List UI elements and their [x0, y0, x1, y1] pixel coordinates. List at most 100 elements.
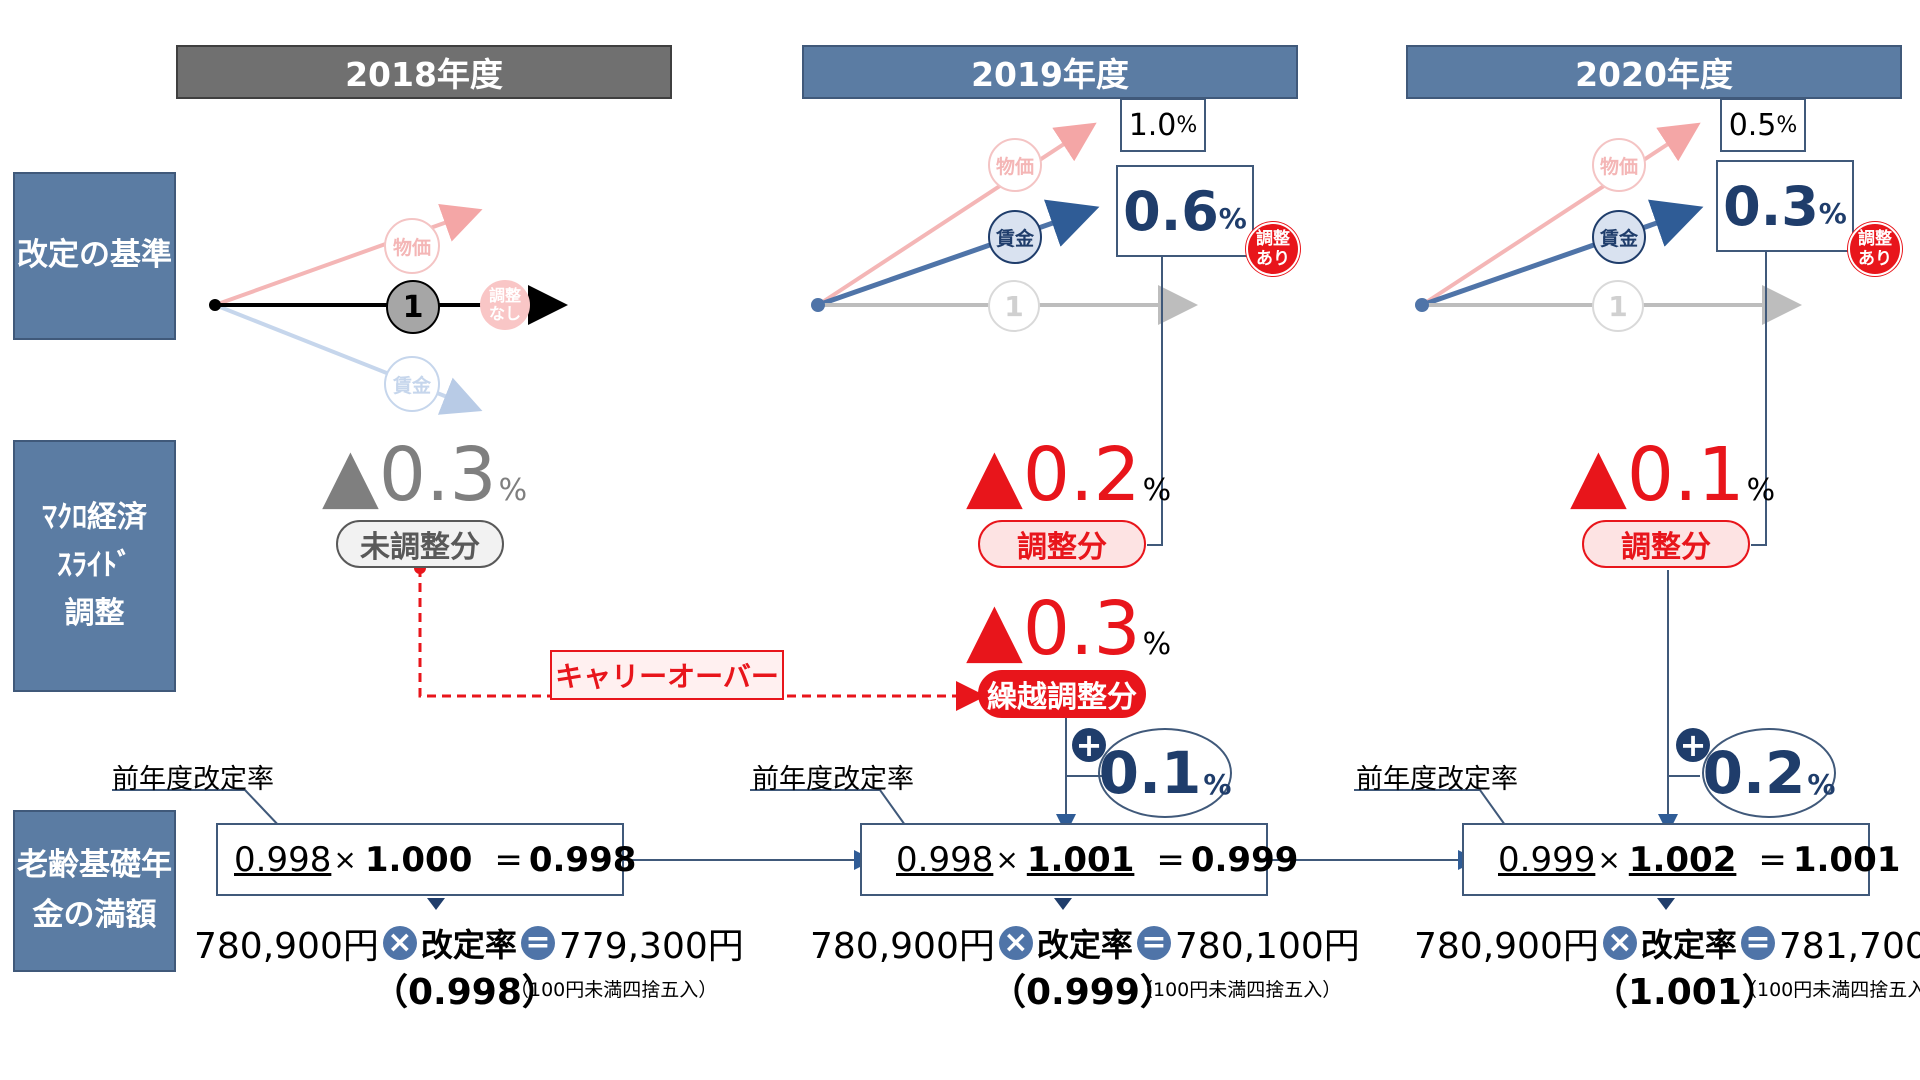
- wage-circle-2018: 賃金: [384, 356, 440, 412]
- wage-pct-unit-2020: %: [1818, 196, 1847, 230]
- row-label-macro-line2: ｽﾗｲﾄﾞ: [57, 548, 132, 583]
- times-2018: ×: [333, 843, 357, 876]
- row-label-macro-slide: ﾏｸﾛ経済 ｽﾗｲﾄﾞ 調整: [13, 440, 176, 692]
- rounding-note-2019: （100円未満四捨五入）: [1134, 979, 1342, 1001]
- slide-value-2019-unit: %: [1142, 473, 1172, 508]
- rate-value-2019: （0.999）: [990, 972, 1176, 1013]
- rate-value-2018: （0.998）: [372, 972, 558, 1013]
- net-rate-2020-unit: %: [1807, 767, 1836, 801]
- times-icon-2018: ×: [382, 926, 417, 960]
- rounding-note-2018: （100円未満四捨五入）: [510, 979, 718, 1001]
- one-circle-2020: 1: [1592, 280, 1644, 332]
- factor-2019: 1.001: [1026, 839, 1135, 880]
- price-pct-unit-2019: %: [1176, 112, 1198, 138]
- result-2019: 0.999: [1190, 839, 1299, 880]
- slide-value-2018-num: ▲0.3: [322, 432, 497, 518]
- result-2018: 0.998: [528, 839, 637, 880]
- wage-callout-2020: 0.3%: [1716, 160, 1854, 252]
- year-header-2018: 2018年度: [176, 45, 672, 99]
- unadjusted-pill-2018: 未調整分: [336, 520, 504, 568]
- prev-rate-label-2018: 前年度改定率: [112, 764, 274, 795]
- net-rate-ellipse-2019: 0.1%: [1098, 728, 1232, 818]
- adjust-badge-2020-line1: 調整: [1858, 229, 1892, 249]
- eq-2018: =: [494, 839, 523, 880]
- factor-2018: 1.000: [364, 839, 473, 880]
- wage-pct-2019: 0.6: [1123, 179, 1219, 243]
- base-amount-2020: 780,900円: [1414, 926, 1599, 967]
- wage-circle-2019: 賃金: [988, 210, 1042, 264]
- adjustment-pill-2019: 調整分: [978, 520, 1146, 568]
- net-rate-2019: 0.1: [1098, 739, 1202, 807]
- net-rate-ellipse-2020: 0.2%: [1702, 728, 1836, 818]
- row-label-pension-line2: 金の満額: [32, 897, 157, 933]
- row-label-macro-line3: 調整: [64, 596, 125, 631]
- one-circle-2018: 1: [386, 280, 440, 334]
- rate-value-2020: （1.001）: [1592, 972, 1778, 1013]
- prev-rate-2020: 0.999: [1498, 839, 1596, 880]
- math-box-2020: 0.999 × 1.002 = 1.001: [1462, 823, 1900, 896]
- math-box-2019: 0.998 × 1.001 = 0.999: [860, 823, 1298, 896]
- price-circle-2018: 物価: [384, 218, 440, 274]
- rate-label-2019: 改定率: [1036, 926, 1133, 964]
- wage-circle-2020: 賃金: [1592, 210, 1646, 264]
- row-label-pension-line1: 老齢基礎年: [17, 847, 172, 884]
- price-callout-2020: 0.5%: [1720, 98, 1806, 152]
- wage-callout-2019: 0.6%: [1116, 165, 1254, 257]
- rounding-note-2020: （100円未満四捨五入）: [1738, 979, 1920, 1001]
- amount-formula-2019: 780,900円 × 改定率 = 780,100円: [810, 917, 1360, 969]
- price-callout-2019: 1.0%: [1120, 98, 1206, 152]
- one-circle-2019: 1: [988, 280, 1040, 332]
- price-pct-2020: 0.5: [1728, 107, 1777, 143]
- factor-2020: 1.002: [1628, 839, 1737, 880]
- amount-formula-2018: 780,900円 × 改定率 = 779,300円: [194, 917, 744, 969]
- year-header-2019: 2019年度: [802, 45, 1298, 99]
- times-2019: ×: [995, 843, 1019, 876]
- row-label-macro-line1: ﾏｸﾛ経済: [42, 500, 147, 535]
- slide-value-2018: ▲0.3%: [322, 438, 527, 528]
- price-circle-2019: 物価: [988, 138, 1042, 192]
- price-circle-2020: 物価: [1592, 138, 1646, 192]
- wage-pct-unit-2019: %: [1218, 201, 1247, 235]
- net-rate-2019-unit: %: [1203, 767, 1232, 801]
- equals-icon-2019: =: [1136, 926, 1171, 960]
- math-box-2018: 0.998 × 1.000 = 0.998: [216, 823, 636, 896]
- adjust-badge-2020: 調整 あり: [1848, 222, 1902, 276]
- prev-rate-label-2019: 前年度改定率: [752, 764, 914, 795]
- rate-label-2018: 改定率: [420, 926, 517, 964]
- slide-value-2019: ▲0.2%: [966, 438, 1171, 528]
- amount-2019: 780,100円: [1174, 926, 1360, 967]
- slide-value-2018-unit: %: [498, 473, 528, 508]
- base-amount-2018: 780,900円: [194, 926, 379, 967]
- year-header-2020: 2020年度: [1406, 45, 1902, 99]
- times-icon-2019: ×: [998, 926, 1033, 960]
- carry-value-2019: ▲0.3%: [966, 592, 1171, 682]
- adjustment-pill-2020: 調整分: [1582, 520, 1750, 568]
- no-adjust-badge: 調整 なし: [480, 280, 530, 330]
- basis-diagram-2019: [811, 122, 1198, 834]
- net-rate-2020: 0.2: [1702, 739, 1806, 807]
- slide-value-2020-unit: %: [1746, 473, 1776, 508]
- equals-icon-2018: =: [520, 926, 555, 960]
- carryover-adjustment-pill-2019: 繰越調整分: [978, 670, 1146, 718]
- adjust-badge-2020-line2: あり: [1858, 249, 1892, 269]
- amount-formula-2020: 780,900円 × 改定率 = 781,700円: [1414, 917, 1920, 969]
- carryover-label: キャリーオーバー: [550, 650, 784, 700]
- slide-value-2020: ▲0.1%: [1570, 438, 1775, 528]
- equals-icon-2020: =: [1740, 926, 1775, 960]
- carry-value-2019-num: ▲0.3: [966, 586, 1141, 672]
- amount-2018: 779,300円: [558, 926, 744, 967]
- base-amount-2019: 780,900円: [810, 926, 995, 967]
- no-adjust-line1: 調整: [488, 286, 521, 305]
- row-label-revision-basis: 改定の基準: [13, 172, 176, 340]
- carry-value-2019-unit: %: [1142, 627, 1172, 662]
- no-adjust-line2: なし: [488, 304, 521, 323]
- plus-icon-2020: +: [1676, 728, 1710, 762]
- price-pct-unit-2020: %: [1776, 112, 1798, 138]
- adjust-badge-2019-line1: 調整: [1256, 229, 1290, 249]
- eq-2020: =: [1758, 839, 1787, 880]
- prev-rate-label-2020: 前年度改定率: [1356, 764, 1518, 795]
- slide-value-2019-num: ▲0.2: [966, 432, 1141, 518]
- slide-value-2020-num: ▲0.1: [1570, 432, 1745, 518]
